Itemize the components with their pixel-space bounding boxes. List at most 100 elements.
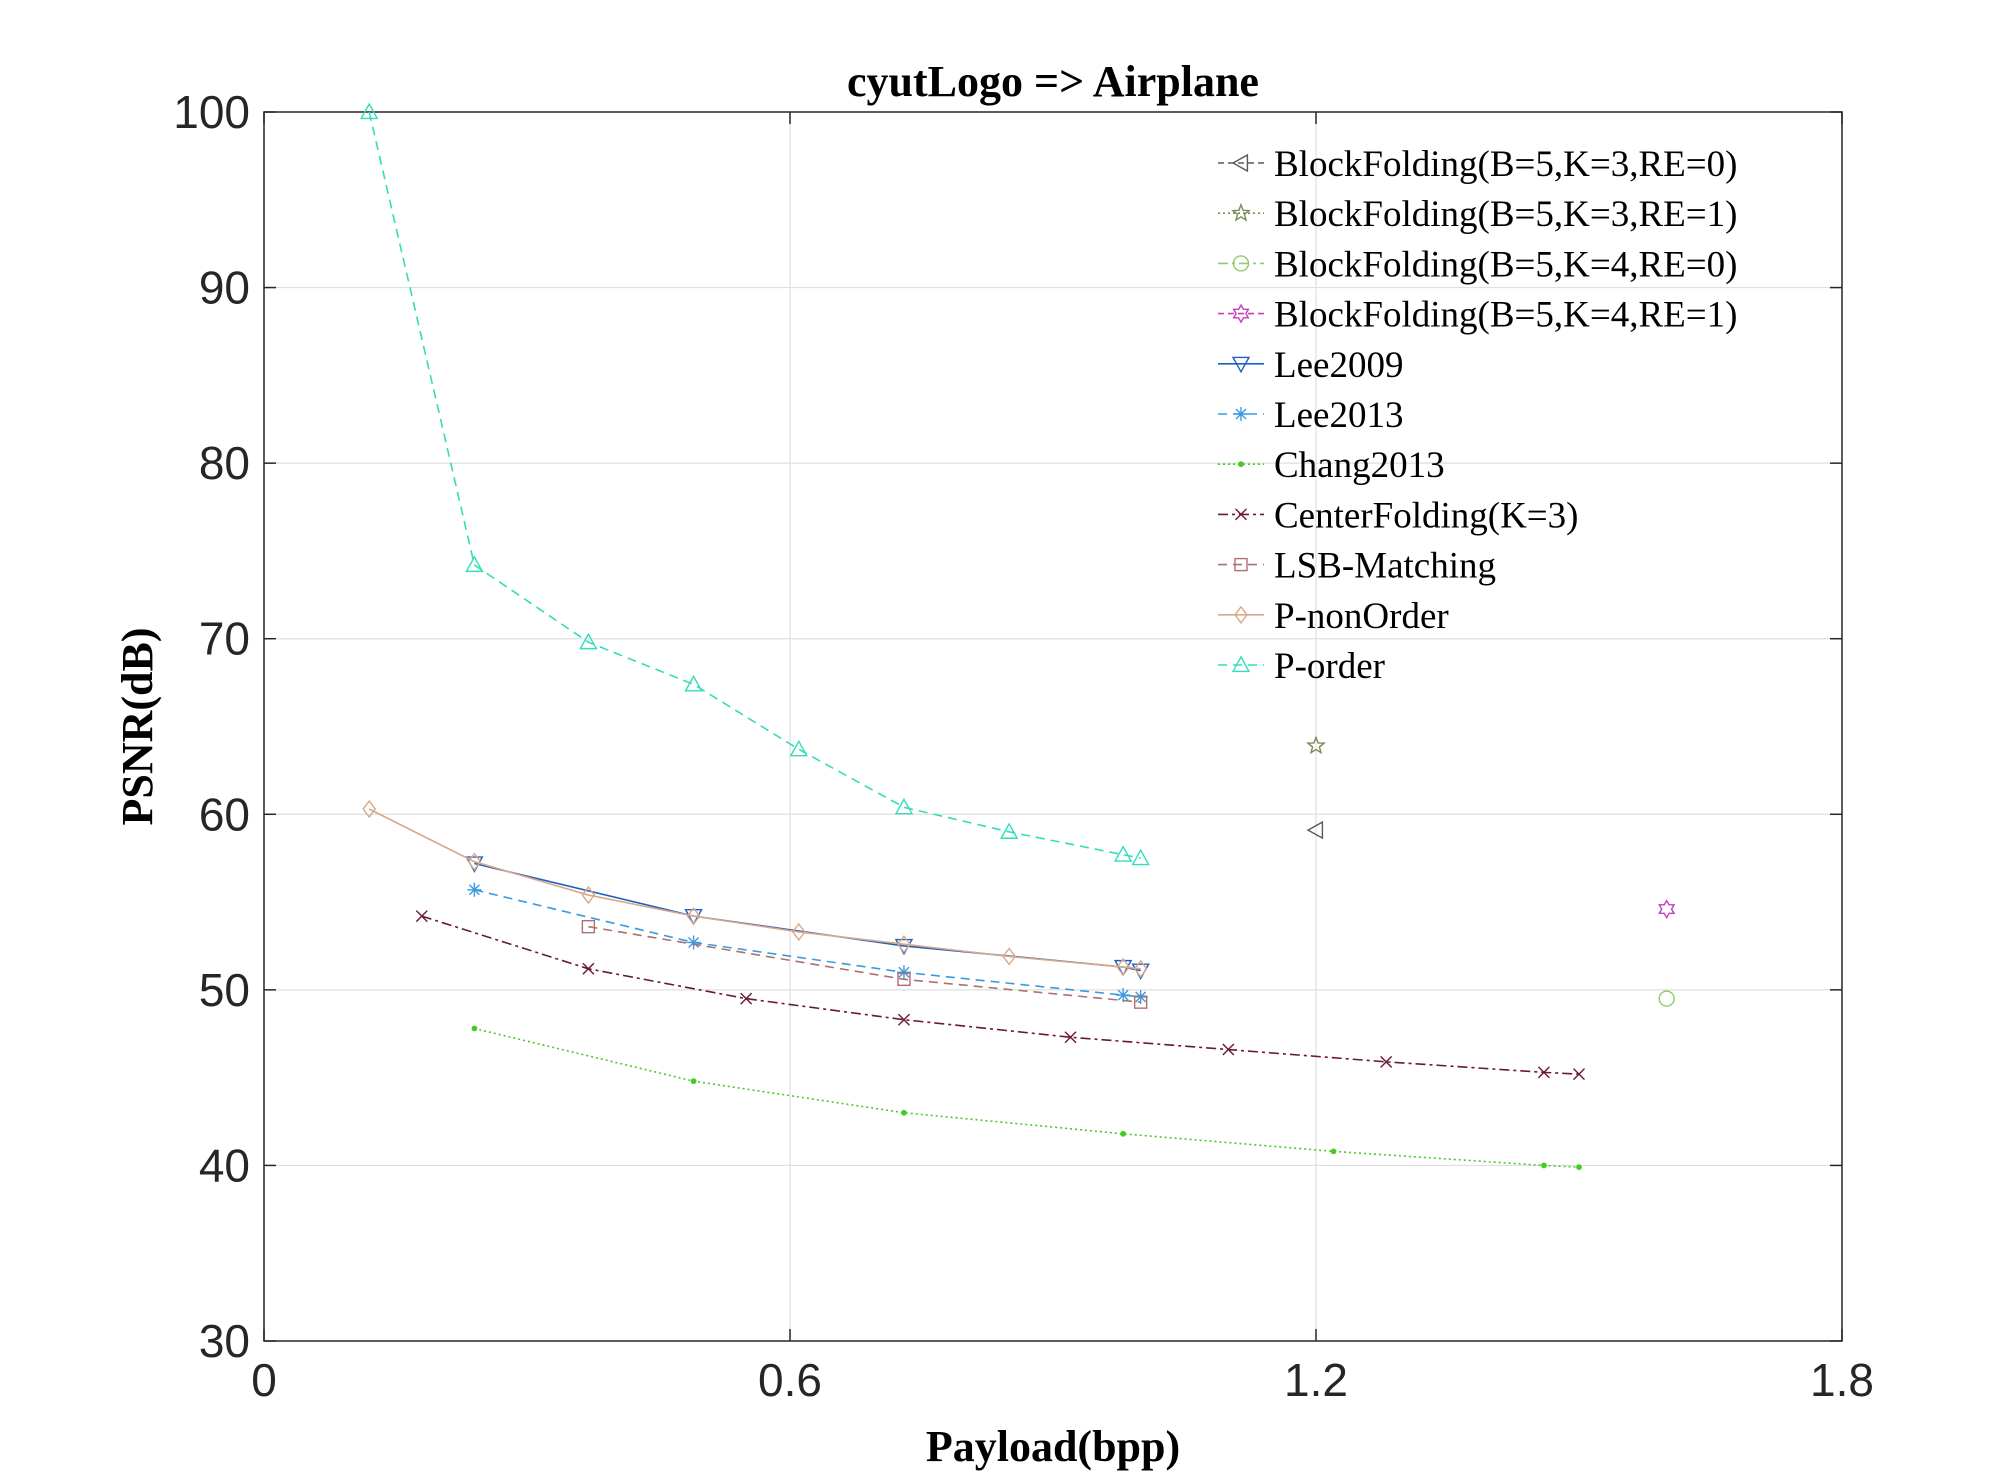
legend-marker-lsb-matching: [1234, 557, 1248, 572]
point-centerfolding-k-3: [1380, 1055, 1393, 1068]
legend-marker-blockfolding-b-5-k-4-re-0: [1232, 255, 1250, 272]
point-chang2013: [471, 1025, 478, 1032]
y-tick-label: 30: [199, 1315, 250, 1367]
legend-entry-p-order: P-order: [1218, 646, 1385, 687]
point-p-nonorder: [467, 852, 482, 871]
series-lee2013: [467, 882, 1148, 1004]
legend-entry-blockfolding-b-5-k-3-re-1: BlockFolding(B=5,K=3,RE=1): [1218, 194, 1737, 235]
point-lsb-matching: [897, 972, 911, 987]
series-chang2013: [471, 1025, 1582, 1171]
point-p-order: [360, 102, 379, 120]
point-lee2013: [1133, 989, 1148, 1004]
series-line-p-nonorder: [368, 808, 1141, 970]
legend-label-lsb-matching: LSB-Matching: [1274, 546, 1496, 587]
point-chang2013: [1541, 1162, 1547, 1169]
legend-marker-chang2013: [1238, 461, 1244, 468]
point-p-order: [579, 632, 598, 650]
point-centerfolding-k-3: [740, 992, 753, 1005]
legend-entry-blockfolding-b-5-k-3-re-0: BlockFolding(B=5,K=3,RE=0): [1218, 144, 1737, 185]
legend-label-lee2009: Lee2009: [1274, 345, 1403, 386]
legend-marker-blockfolding-b-5-k-4-re-1: [1232, 303, 1250, 324]
series-blockfolding-b-5-k-3-re-1: [1306, 735, 1326, 755]
chart-title: cyutLogo => Airplane: [847, 57, 1259, 106]
point-centerfolding-k-3: [415, 910, 428, 923]
series-blockfolding-b-5-k-3-re-0: [1306, 820, 1324, 840]
axis-ticks: 0 0.6 1.2 1.8 30 40 50 60 70 80 90 100: [173, 86, 1874, 1406]
point-centerfolding-k-3: [1064, 1031, 1077, 1044]
legend-entry-chang2013: Chang2013: [1218, 445, 1445, 486]
legend-marker-p-nonorder: [1234, 605, 1248, 624]
legend-marker-blockfolding-b-5-k-3-re-1: [1231, 202, 1251, 222]
point-centerfolding-k-3: [1573, 1068, 1585, 1081]
point-p-nonorder: [1002, 947, 1017, 966]
point-lsb-matching: [581, 919, 596, 934]
series-p-nonorder: [362, 799, 1148, 978]
point-blockfolding-b-5-k-4-re-1: [1658, 899, 1676, 919]
legend-label-p-order: P-order: [1274, 646, 1385, 687]
point-p-order: [999, 822, 1019, 839]
point-lee2013: [686, 935, 701, 950]
legend-entry-blockfolding-b-5-k-4-re-0: BlockFolding(B=5,K=4,RE=0): [1218, 244, 1737, 285]
point-chang2013: [690, 1078, 697, 1085]
point-p-order: [789, 739, 808, 757]
legend-marker-centerfolding-k-3: [1235, 508, 1247, 521]
series-blockfolding-b-5-k-4-re-0: [1658, 990, 1675, 1007]
point-centerfolding-k-3: [582, 962, 595, 975]
point-blockfolding-b-5-k-4-re-0: [1658, 990, 1675, 1007]
y-tick-label: 100: [173, 86, 250, 138]
point-centerfolding-k-3: [897, 1013, 910, 1026]
x-tick-label: 1.2: [1284, 1354, 1348, 1406]
legend-entry-p-nonorder: P-nonOrder: [1218, 596, 1449, 637]
point-p-order: [894, 797, 914, 815]
series-line-lsb-matching: [588, 925, 1141, 1003]
legend-entry-centerfolding-k-3: CenterFolding(K=3): [1218, 495, 1579, 536]
legend: BlockFolding(B=5,K=3,RE=0) BlockFolding(B…: [1218, 144, 1737, 687]
point-blockfolding-b-5-k-3-re-1: [1306, 735, 1326, 755]
series-blockfolding-b-5-k-4-re-1: [1658, 899, 1676, 919]
legend-label-blockfolding-b-5-k-3-re-0: BlockFolding(B=5,K=3,RE=0): [1274, 144, 1737, 185]
legend-label-chang2013: Chang2013: [1274, 445, 1445, 486]
series-line-p-order: [368, 111, 1141, 859]
point-chang2013: [1120, 1130, 1127, 1137]
point-p-nonorder: [1116, 957, 1131, 977]
legend-label-blockfolding-b-5-k-3-re-1: BlockFolding(B=5,K=3,RE=1): [1274, 194, 1737, 235]
x-axis-label: Payload(bpp): [926, 1422, 1180, 1471]
point-p-order: [1131, 848, 1150, 866]
point-centerfolding-k-3: [1537, 1066, 1550, 1079]
point-lee2013: [1116, 988, 1131, 1003]
point-p-order: [1113, 845, 1133, 862]
point-lee2013: [896, 965, 911, 980]
point-p-nonorder: [686, 906, 701, 926]
point-p-nonorder: [897, 935, 911, 954]
y-tick-label: 70: [199, 613, 250, 665]
series-p-order: [360, 102, 1150, 866]
legend-label-centerfolding-k-3: CenterFolding(K=3): [1274, 495, 1579, 536]
point-p-nonorder: [581, 885, 596, 905]
legend-marker-lee2013: [1234, 407, 1248, 421]
x-tick-label: 0.6: [758, 1354, 822, 1406]
point-lee2013: [467, 882, 482, 897]
point-p-order: [465, 555, 484, 573]
point-p-order: [684, 674, 703, 692]
point-chang2013: [901, 1109, 907, 1116]
point-chang2013: [1576, 1164, 1582, 1171]
legend-label-blockfolding-b-5-k-4-re-0: BlockFolding(B=5,K=4,RE=0): [1274, 244, 1737, 285]
plot-frame: [263, 111, 1843, 1342]
legend-marker-p-order: [1231, 655, 1251, 673]
series-lsb-matching: [581, 919, 1148, 1009]
legend-marker-lee2009: [1231, 356, 1251, 374]
y-tick-label: 80: [199, 437, 250, 489]
legend-label-lee2013: Lee2013: [1274, 395, 1403, 436]
series-centerfolding-k-3: [415, 910, 1585, 1081]
legend-entry-lee2009: Lee2009: [1218, 345, 1403, 386]
legend-label-p-nonorder: P-nonOrder: [1274, 596, 1449, 637]
y-tick-label: 90: [199, 262, 250, 314]
legend-marker-blockfolding-b-5-k-3-re-0: [1231, 153, 1249, 173]
x-tick-label: 0: [251, 1354, 277, 1406]
y-tick-label: 60: [199, 788, 250, 840]
grid-lines: [264, 112, 1842, 1341]
point-p-nonorder: [791, 922, 806, 942]
y-tick-label: 40: [199, 1139, 250, 1191]
